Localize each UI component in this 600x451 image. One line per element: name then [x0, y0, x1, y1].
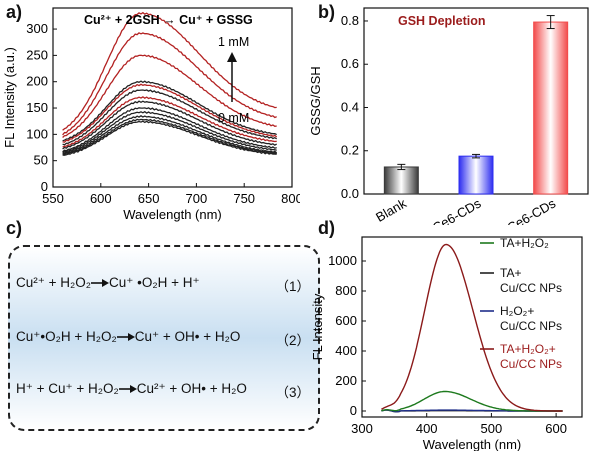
- legend-label-2-1: Cu/CC NPs: [500, 319, 562, 333]
- bar-0: [383, 166, 419, 195]
- reaction-annotation: Cu²⁺ + 2GSH → Cu⁺ + GSSG: [84, 13, 253, 27]
- y-tick-label: 1000: [328, 253, 357, 268]
- arrow-icon: [91, 279, 109, 288]
- legend-label-0-0: TA+H₂O₂: [500, 236, 549, 250]
- chart-a-fluorescence-spectra: 550 600 650 700 750 800 0 50 100 150 200 250 300 Wave…: [2, 7, 300, 222]
- x-tick-label: 750: [233, 191, 255, 206]
- legend-label-3-0: TA+H₂O₂+: [500, 342, 556, 356]
- y-tick-label: 50: [34, 153, 48, 168]
- x-tick-label: 500: [481, 421, 503, 436]
- spectrum-line-6: [62, 96, 277, 148]
- spectrum-line-7: [62, 100, 278, 150]
- panel-label-c: c): [6, 218, 23, 238]
- chart-title: GSH Depletion: [398, 14, 486, 28]
- y-tick-label: 800: [335, 283, 357, 298]
- y-tick-label: 0.0: [341, 186, 359, 201]
- x-tick-label: 800: [281, 191, 300, 206]
- equation-2-rhs: Cu⁺ + OH• + H₂O: [134, 329, 241, 344]
- spectrum-line-12: [62, 120, 277, 156]
- legend-label-3-1: Cu/CC NPs: [500, 357, 562, 371]
- category-label-1: Ce6-CDs: [430, 195, 484, 225]
- chart-b-gsh-depletion: 0.0 0.2 0.4 0.6 0.8 GSSG/GSH GSH Depletion Blan…: [308, 7, 589, 225]
- concentration-low-label: 0 mM: [218, 111, 249, 125]
- equation-1-number: （1）: [275, 279, 310, 294]
- series-line-3: [381, 243, 563, 412]
- y-tick-label: 0.8: [341, 13, 359, 28]
- y-tick-label: 0: [350, 403, 357, 418]
- equation-1-rhs: Cu⁺ •O₂H + H⁺: [109, 275, 200, 290]
- y-tick-label: 100: [26, 126, 48, 141]
- plot-frame: [52, 7, 293, 188]
- x-tick-label: 300: [351, 421, 373, 436]
- y-tick-label: 600: [335, 313, 357, 328]
- spectrum-line-8: [62, 107, 277, 153]
- equation-3-number: （3）: [275, 385, 310, 400]
- x-tick-label: 600: [90, 191, 112, 206]
- arrow-icon: [118, 385, 137, 394]
- y-axis-label: FL Intensity: [310, 293, 325, 360]
- y-tick-label: 400: [335, 343, 357, 358]
- bar-2: [533, 21, 569, 195]
- spectrum-line-3: [62, 80, 277, 142]
- y-tick-label: 0: [41, 179, 48, 194]
- y-tick-label: 250: [26, 47, 48, 62]
- spectrum-line-0: [62, 11, 277, 131]
- category-label-0: Blank: [373, 195, 409, 224]
- x-tick-label: 400: [416, 421, 438, 436]
- equation-2: Cu⁺•O₂H + H₂O₂ Cu⁺ + OH• + H₂O: [16, 329, 240, 345]
- y-tick-label: 0.6: [341, 56, 359, 71]
- equation-3-lhs: H⁺ + Cu⁺ + H₂O₂: [16, 381, 119, 396]
- x-tick-label: 650: [138, 191, 160, 206]
- spectrum-line-2: [62, 54, 277, 138]
- equation-1: Cu²⁺ + H₂O₂ Cu⁺ •O₂H + H⁺: [16, 275, 200, 291]
- y-axis-label: GSSG/GSH: [308, 66, 323, 135]
- spectrum-line-1: [62, 32, 277, 136]
- x-tick-label: 700: [186, 191, 208, 206]
- equation-2-lhs: Cu⁺•O₂H + H₂O₂: [16, 329, 117, 344]
- category-label-2: Cu-Ce6-CDs: [486, 195, 558, 225]
- legend-label-2-0: H₂O₂+: [500, 304, 534, 318]
- legend-label-1-0: TA+: [500, 266, 521, 280]
- y-tick-label: 300: [26, 21, 48, 36]
- y-tick-label: 200: [26, 74, 48, 89]
- spectrum-line-11: [62, 118, 278, 156]
- legend-label-1-1: Cu/CC NPs: [500, 281, 562, 295]
- arrow-icon: [116, 333, 135, 342]
- plot-frame: [361, 236, 583, 418]
- spectrum-line-10: [62, 115, 278, 155]
- equation-3-rhs: Cu²⁺ + OH• + H₂O: [136, 381, 247, 396]
- y-tick-label: 0.4: [341, 99, 359, 114]
- increase-arrow-head-icon: [227, 52, 237, 62]
- equation-3: H⁺ + Cu⁺ + H₂O₂ Cu²⁺ + OH• + H₂O: [16, 381, 247, 397]
- x-axis-label: Wavelength (nm): [423, 437, 522, 451]
- reaction-equations-box: Cu²⁺ + H₂O₂ Cu⁺ •O₂H + H⁺ （1） Cu⁺•O₂H + H…: [8, 245, 320, 431]
- bar-1: [458, 155, 494, 195]
- spectrum-line-9: [62, 110, 277, 154]
- panel-label-d: d): [318, 218, 335, 238]
- panel-label-b: b): [318, 2, 335, 22]
- equation-1-lhs: Cu²⁺ + H₂O₂: [16, 275, 91, 290]
- chart-d-ta-fluorescence: 300 400 500 600 0 200 400 600 800 1000 Wavelength …: [310, 236, 583, 451]
- equation-2-number: （2）: [275, 333, 310, 348]
- spectrum-line-4: [62, 83, 278, 143]
- panel-label-a: a): [6, 2, 23, 22]
- spectrum-line-5: [62, 89, 278, 146]
- y-tick-label: 0.2: [341, 143, 359, 158]
- y-tick-label: 200: [335, 373, 357, 388]
- x-axis-label: Wavelength (nm): [123, 207, 222, 222]
- y-axis-label: FL Intensity (a.u.): [2, 47, 17, 148]
- x-tick-label: 550: [42, 191, 64, 206]
- x-tick-label: 600: [545, 421, 567, 436]
- y-tick-label: 150: [26, 100, 48, 115]
- concentration-high-label: 1 mM: [218, 35, 249, 49]
- series-line-0: [381, 390, 563, 412]
